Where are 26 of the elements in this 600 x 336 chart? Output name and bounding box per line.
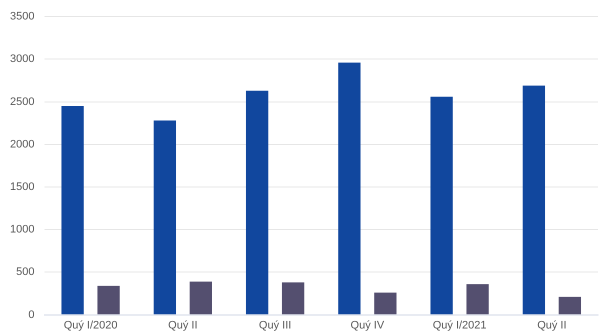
y-tick-label: 3500 <box>10 10 34 23</box>
x-tick-label: Quý I/2020 <box>64 319 118 332</box>
x-tick-label: Quý I/2021 <box>432 319 487 332</box>
bar <box>97 286 120 314</box>
y-tick-label: 0 <box>28 308 34 321</box>
x-tick-label: Quý II <box>537 319 567 332</box>
x-tick-label: Quý III <box>258 319 292 332</box>
bar <box>282 282 304 314</box>
bar <box>466 284 489 314</box>
y-tick-label: 3000 <box>10 53 34 66</box>
y-tick-label: 500 <box>16 266 34 278</box>
bar <box>430 96 453 314</box>
bar <box>246 90 268 314</box>
x-tick-label: Quý II <box>168 319 198 332</box>
bar <box>374 292 397 314</box>
bar <box>338 62 361 314</box>
bar <box>522 86 546 314</box>
y-tick-label: 1500 <box>10 181 34 194</box>
bar <box>154 120 176 314</box>
y-tick-label: 2000 <box>10 138 34 150</box>
bar <box>558 296 582 314</box>
bar <box>190 282 212 314</box>
y-tick-label: 2500 <box>10 96 34 108</box>
y-tick-label: 1000 <box>10 224 34 236</box>
x-tick-label: Quý IV <box>350 319 385 332</box>
bar <box>61 106 84 314</box>
